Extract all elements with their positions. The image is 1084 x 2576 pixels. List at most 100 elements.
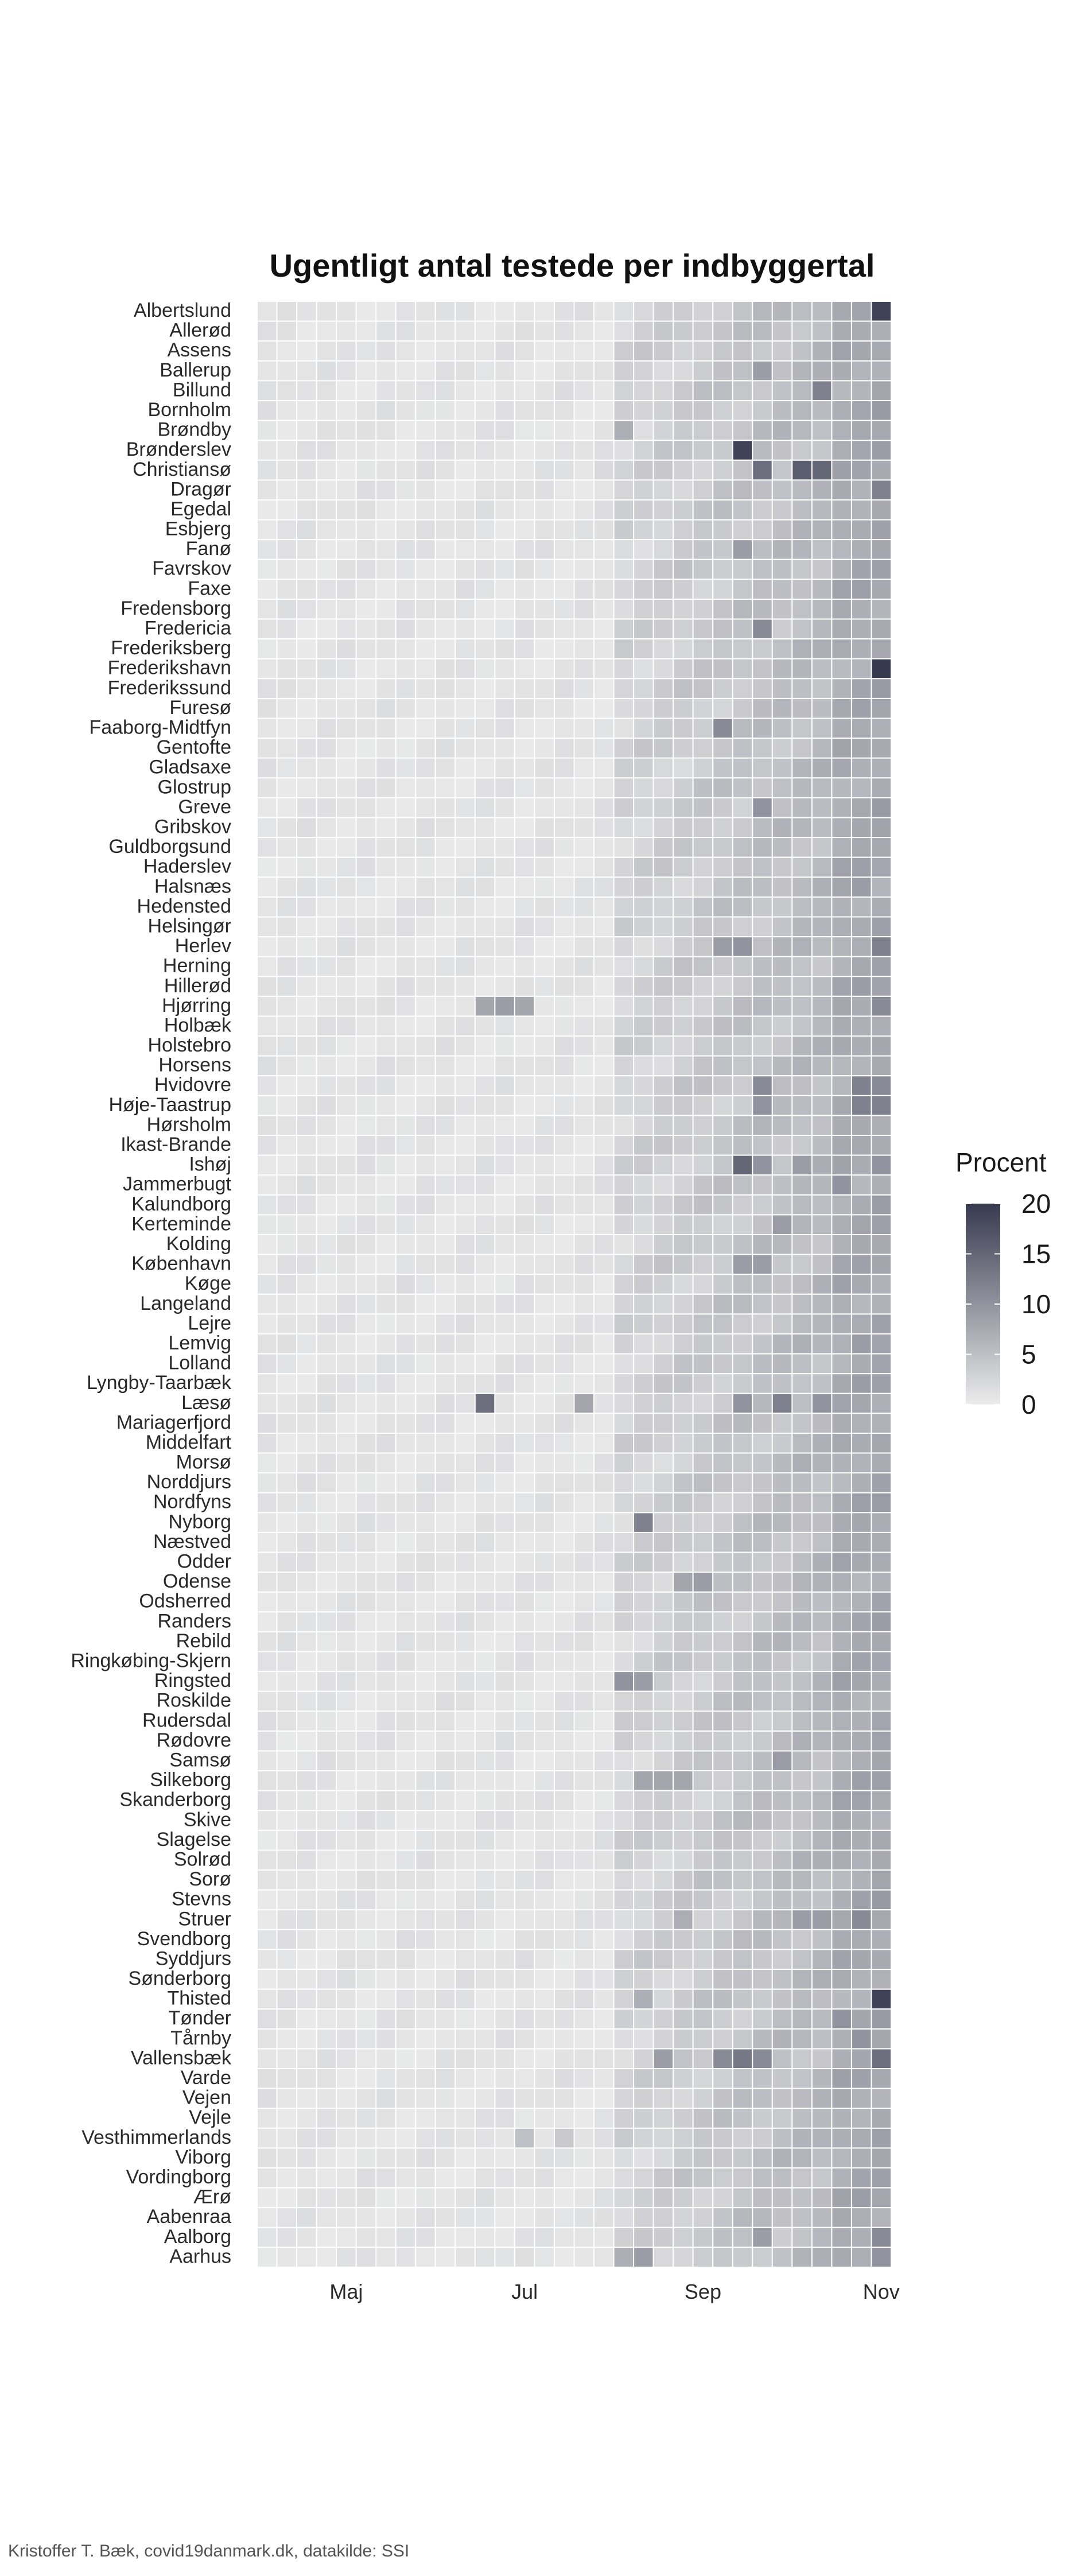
heatmap-cell-ærø-w20 <box>652 2187 674 2209</box>
heatmap-cell-faaborg-midtfyn-w26 <box>771 717 793 739</box>
y-tick-label-gribskov: Gribskov <box>154 816 231 837</box>
heatmap-cell-hvidovre-w30 <box>850 1075 872 1096</box>
y-tick-label-ballerup: Ballerup <box>160 359 231 381</box>
heatmap-cell-holbæk-w30 <box>850 1015 872 1037</box>
heatmap-cell-morsø-w19 <box>633 1452 654 1474</box>
heatmap-cell-fredensborg-w25 <box>752 598 773 620</box>
heatmap-cell-rødovre-w7 <box>395 1730 417 1752</box>
heatmap-cell-syddjurs-w6 <box>375 1949 397 1970</box>
heatmap-cell-christiansø-w19 <box>633 459 654 481</box>
heatmap-cell-nyborg-w5 <box>355 1512 377 1533</box>
heatmap-cell-halsnæs-w8 <box>415 876 436 898</box>
heatmap-cell-vejen-w1 <box>276 2088 298 2109</box>
heatmap-cell-horsens-w22 <box>692 1055 714 1077</box>
heatmap-cell-favrskov-w5 <box>355 558 377 580</box>
heatmap-cell-furesø-w8 <box>415 697 436 719</box>
heatmap-cell-brøndby-w21 <box>673 420 694 441</box>
heatmap-cell-herlev-w18 <box>613 936 635 957</box>
heatmap-cell-københavn-w10 <box>454 1254 476 1275</box>
heatmap-cell-halsnæs-w6 <box>375 876 397 898</box>
heatmap-cell-haderslev-w27 <box>791 856 813 878</box>
heatmap-cell-tårnby-w7 <box>395 2028 417 2050</box>
heatmap-cell-horsens-w24 <box>732 1055 753 1077</box>
heatmap-cell-ballerup-w8 <box>415 360 436 382</box>
heatmap-cell-fanø-w28 <box>811 539 833 560</box>
y-tick-label-lolland: Lolland <box>168 1352 231 1374</box>
heatmap-cell-herning-w3 <box>316 956 337 977</box>
heatmap-cell-ikast-brande-w26 <box>771 1135 793 1156</box>
heatmap-cell-furesø-w4 <box>336 697 357 719</box>
heatmap-cell-herning-w17 <box>593 956 615 977</box>
heatmap-cell-tønder-w20 <box>652 2008 674 2030</box>
heatmap-cell-ringkøbing-skjern-w19 <box>633 1651 654 1673</box>
heatmap-cell-faxe-w31 <box>871 579 892 600</box>
heatmap-cell-varde-w9 <box>434 2068 456 2089</box>
heatmap-cell-gribskov-w8 <box>415 817 436 839</box>
heatmap-cell-høje-taastrup-w14 <box>534 1095 555 1116</box>
heatmap-cell-favrskov-w17 <box>593 558 615 580</box>
heatmap-cell-ringkøbing-skjern-w28 <box>811 1651 833 1673</box>
heatmap-cell-vejen-w5 <box>355 2088 377 2109</box>
heatmap-cell-mariagerfjord-w6 <box>375 1413 397 1434</box>
heatmap-cell-assens-w31 <box>871 340 892 362</box>
heatmap-cell-herning-w9 <box>434 956 456 977</box>
heatmap-cell-fanø-w10 <box>454 539 476 560</box>
heatmap-cell-hørsholm-w20 <box>652 1115 674 1136</box>
heatmap-cell-langeland-w13 <box>514 1293 535 1315</box>
heatmap-cell-tønder-w7 <box>395 2008 417 2030</box>
heatmap-cell-odsherred-w5 <box>355 1591 377 1613</box>
heatmap-cell-vesthimmerlands-w14 <box>534 2127 555 2149</box>
heatmap-cell-læsø-w31 <box>871 1392 892 1414</box>
heatmap-cell-herlev-w23 <box>712 936 733 957</box>
heatmap-cell-greve-w23 <box>712 797 733 818</box>
heatmap-cell-ringkøbing-skjern-w2 <box>296 1651 317 1673</box>
heatmap-cell-gribskov-w22 <box>692 817 714 839</box>
heatmap-cell-hvidovre-w9 <box>434 1075 456 1096</box>
heatmap-cell-tårnby-w26 <box>771 2028 793 2050</box>
heatmap-cell-dragør-w10 <box>454 479 476 501</box>
heatmap-cell-odsherred-w1 <box>276 1591 298 1613</box>
heatmap-cell-faaborg-midtfyn-w16 <box>573 717 595 739</box>
heatmap-cell-rødovre-w23 <box>712 1730 733 1752</box>
heatmap-cell-herning-w22 <box>692 956 714 977</box>
heatmap-cell-fredensborg-w20 <box>652 598 674 620</box>
heatmap-cell-vordingborg-w3 <box>316 2167 337 2189</box>
heatmap-cell-syddjurs-w9 <box>434 1949 456 1970</box>
heatmap-cell-haderslev-w20 <box>652 856 674 878</box>
heatmap-cell-ringkøbing-skjern-w0 <box>257 1651 278 1673</box>
heatmap-cell-faaborg-midtfyn-w12 <box>494 717 515 739</box>
heatmap-cell-svendborg-w5 <box>355 1929 377 1950</box>
heatmap-cell-ishøj-w29 <box>831 1154 852 1176</box>
heatmap-cell-lolland-w28 <box>811 1353 833 1375</box>
heatmap-cell-fredensborg-w2 <box>296 598 317 620</box>
heatmap-cell-norddjurs-w0 <box>257 1472 278 1493</box>
heatmap-cell-lemvig-w2 <box>296 1333 317 1355</box>
heatmap-cell-solrød-w5 <box>355 1849 377 1871</box>
heatmap-cell-assens-w5 <box>355 340 377 362</box>
heatmap-cell-langeland-w20 <box>652 1293 674 1315</box>
heatmap-cell-norddjurs-w1 <box>276 1472 298 1493</box>
heatmap-cell-billund-w25 <box>752 380 773 401</box>
heatmap-cell-randers-w29 <box>831 1611 852 1632</box>
heatmap-cell-brønderslev-w20 <box>652 440 674 461</box>
heatmap-cell-skive-w4 <box>336 1810 357 1831</box>
heatmap-cell-furesø-w23 <box>712 697 733 719</box>
heatmap-cell-rudersdal-w1 <box>276 1710 298 1732</box>
heatmap-cell-solrød-w15 <box>553 1849 575 1871</box>
heatmap-cell-odder-w20 <box>652 1551 674 1573</box>
heatmap-cell-nyborg-w8 <box>415 1512 436 1533</box>
heatmap-cell-mariagerfjord-w17 <box>593 1413 615 1434</box>
heatmap-cell-glostrup-w19 <box>633 777 654 798</box>
heatmap-cell-egedal-w9 <box>434 499 456 521</box>
heatmap-cell-vejen-w7 <box>395 2088 417 2109</box>
heatmap-cell-skanderborg-w25 <box>752 1790 773 1811</box>
heatmap-cell-aarhus-w5 <box>355 2247 377 2268</box>
heatmap-cell-faaborg-midtfyn-w10 <box>454 717 476 739</box>
heatmap-cell-silkeborg-w3 <box>316 1770 337 1791</box>
heatmap-cell-gladsaxe-w2 <box>296 757 317 779</box>
heatmap-cell-ballerup-w28 <box>811 360 833 382</box>
heatmap-cell-glostrup-w24 <box>732 777 753 798</box>
heatmap-cell-herning-w25 <box>752 956 773 977</box>
heatmap-cell-viborg-w8 <box>415 2147 436 2169</box>
heatmap-cell-guldborgsund-w7 <box>395 837 417 858</box>
